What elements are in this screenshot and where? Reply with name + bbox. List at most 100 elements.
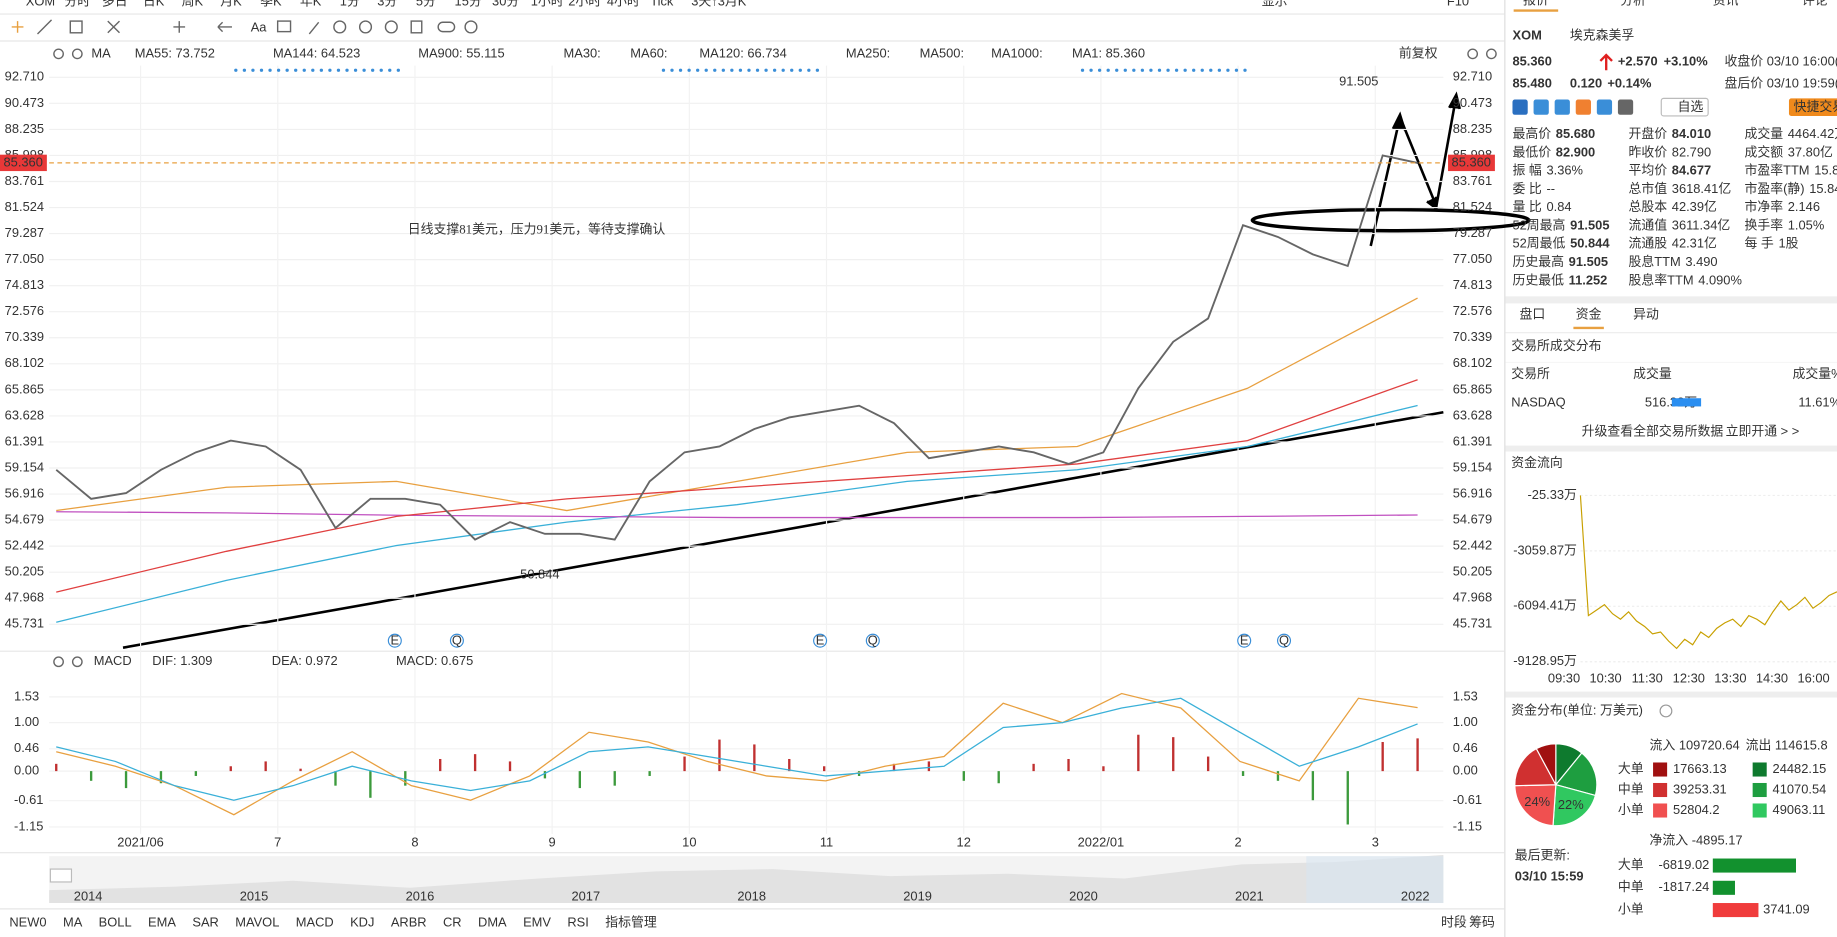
legend-title: MACD: [94, 653, 132, 668]
quick-icon[interactable]: [1512, 99, 1528, 115]
quick-icon[interactable]: [1554, 99, 1570, 115]
flow-value: 24482.15: [1773, 761, 1827, 776]
pane-icon[interactable]: [71, 48, 83, 60]
marker-dot: [1140, 68, 1145, 72]
flow-value: 17663.13: [1673, 761, 1727, 776]
upgrade-link[interactable]: 立即开通 > >: [1726, 424, 1800, 439]
stat-value: 82.790: [1672, 144, 1711, 159]
marker-dot: [362, 68, 366, 72]
stat-value: 4464.42万: [1788, 126, 1837, 141]
marker-dot: [294, 68, 298, 72]
flow-value: 41070.54: [1773, 781, 1827, 796]
indicator-tab[interactable]: BOLL: [99, 914, 132, 929]
quick-icon[interactable]: [1596, 99, 1613, 115]
pane-icon[interactable]: [71, 656, 83, 668]
indicator-tab[interactable]: EMA: [148, 914, 176, 929]
quick-icon[interactable]: [1575, 99, 1591, 115]
low-label: 50.844: [520, 566, 559, 581]
indicator-tab[interactable]: ARBR: [391, 914, 427, 929]
tool-icon[interactable]: [308, 21, 320, 35]
legend-swatch: [1752, 762, 1767, 777]
tool-icon[interactable]: [69, 20, 83, 34]
y-tick-label: 92.710: [1453, 69, 1492, 84]
stat-value: 1股: [1778, 236, 1798, 251]
stat-label: 市净率: [1744, 199, 1783, 214]
tool-icon[interactable]: [464, 20, 478, 34]
indicator-tab[interactable]: MACD: [296, 914, 334, 929]
macd-bar: [334, 771, 337, 786]
marker-dot: [772, 68, 777, 72]
indicator-tab[interactable]: RSI: [567, 914, 588, 929]
stat-value: 91.505: [1569, 254, 1608, 269]
price-change-pct: +3.10%: [1664, 53, 1709, 68]
tool-icon[interactable]: [36, 19, 53, 35]
y-tick-label: -25.33万: [1528, 487, 1578, 502]
macd-bar: [89, 771, 93, 781]
indicator-tab[interactable]: 指标管理: [605, 914, 657, 929]
period-tab: 周K: [182, 0, 204, 9]
stat-value: 84.010: [1672, 126, 1711, 141]
trade-button[interactable]: [1788, 98, 1837, 116]
indicator-tab[interactable]: MA: [63, 914, 83, 929]
y-tick-label: 83.761: [1453, 173, 1492, 188]
marker-dot: [371, 68, 375, 72]
stat-value: 84.677: [1672, 163, 1711, 178]
tool-icon[interactable]: [173, 21, 186, 33]
tool-icon[interactable]: [358, 20, 373, 34]
indicator-tab[interactable]: CR: [443, 914, 462, 929]
event-icon: [865, 633, 880, 648]
tool-icon[interactable]: [437, 21, 456, 33]
toolbar-button: F10: [1447, 0, 1469, 9]
y-tick-label: 61.391: [5, 433, 44, 448]
legend-entry: MA55: 73.752: [135, 45, 215, 60]
overview-handle[interactable]: [49, 868, 73, 883]
category-label: 中单: [1618, 879, 1644, 894]
indicator-tab[interactable]: DMA: [478, 914, 507, 929]
year-label: 2021: [1235, 889, 1264, 904]
stat-label: 最高价: [1512, 126, 1551, 141]
tool-icon[interactable]: [410, 20, 423, 34]
x-tick-label: 13:30: [1714, 671, 1746, 686]
indicator-tab[interactable]: NEW0: [9, 914, 46, 929]
indicator-tab[interactable]: MAVOL: [235, 914, 279, 929]
stat-label: 振 幅: [1512, 163, 1541, 178]
watch-button[interactable]: [1660, 97, 1709, 117]
indicator-tab[interactable]: SAR: [192, 914, 218, 929]
flow-value: 39253.31: [1673, 781, 1727, 796]
marker-dot: [1115, 68, 1119, 72]
pane-icon[interactable]: [1467, 48, 1479, 60]
tool-icon[interactable]: [107, 20, 120, 34]
x-tick-label: 11:30: [1632, 671, 1663, 686]
stat-value: 3611.34亿: [1672, 217, 1731, 232]
indicator-tab[interactable]: KDJ: [350, 914, 374, 929]
stat-value: 82.900: [1556, 144, 1595, 159]
toolbar-icons[interactable]: [11, 19, 1497, 668]
y-tick-label: 74.813: [1453, 277, 1492, 292]
indicator-tab[interactable]: EMV: [523, 914, 551, 929]
pane-icon[interactable]: [1486, 48, 1497, 60]
quick-icon[interactable]: [1617, 99, 1634, 115]
pane-icon[interactable]: [53, 656, 64, 668]
quick-icon[interactable]: [1533, 99, 1549, 115]
flow-header: 流出: [1746, 737, 1772, 752]
tool-icon[interactable]: [276, 20, 292, 33]
y-tick-label: 52.442: [1453, 538, 1492, 553]
x-tick-label: 10:30: [1589, 671, 1621, 686]
overview-window[interactable]: [1306, 856, 1444, 904]
marker-dot: [259, 68, 264, 72]
legend-swatch: [1653, 803, 1668, 818]
high-label: 91.505: [1339, 73, 1378, 88]
tool-icon[interactable]: [333, 20, 347, 34]
tool-icon[interactable]: [217, 21, 232, 33]
marker-dot: [1200, 68, 1204, 72]
net-bar: [1712, 858, 1796, 873]
marker-dot: [790, 68, 794, 72]
tool-icon[interactable]: [384, 20, 398, 34]
tool-icon[interactable]: [11, 21, 24, 33]
pane-icon[interactable]: [53, 48, 64, 60]
marker-dot: [319, 68, 323, 72]
y-tick-label: -3059.87万: [1513, 542, 1577, 557]
period-tab: Tick: [650, 0, 674, 9]
x-tick-label: 11: [820, 835, 833, 850]
macd-bar: [473, 754, 477, 772]
